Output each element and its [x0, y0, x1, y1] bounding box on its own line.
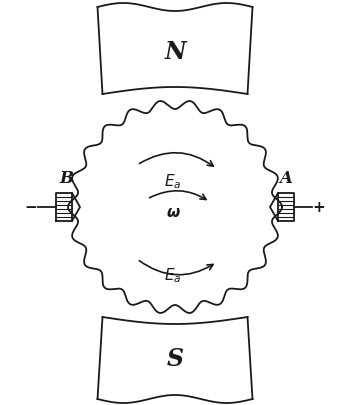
Polygon shape	[98, 4, 252, 95]
Text: +: +	[313, 200, 326, 215]
Text: N: N	[164, 40, 186, 64]
Text: $E_a$: $E_a$	[164, 266, 182, 285]
Text: −: −	[25, 200, 37, 215]
Text: $E_a$: $E_a$	[164, 172, 182, 191]
Circle shape	[66, 99, 284, 316]
Text: S: S	[167, 346, 183, 370]
Text: $\boldsymbol{\omega}$: $\boldsymbol{\omega}$	[166, 205, 180, 220]
Polygon shape	[98, 317, 252, 403]
Text: A: A	[280, 170, 293, 187]
Text: B: B	[59, 170, 73, 187]
